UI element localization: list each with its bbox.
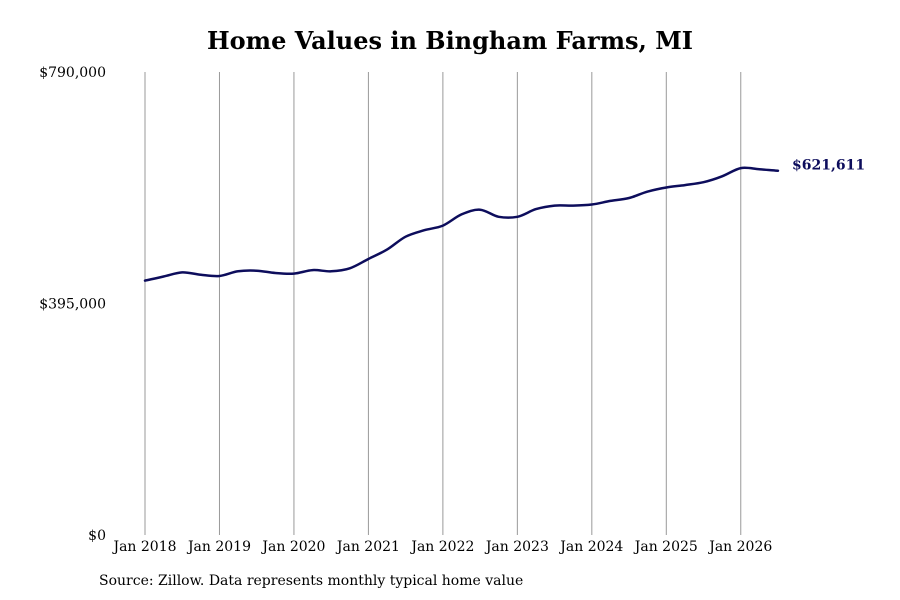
x-tick-label: Jan 2020 <box>260 539 325 555</box>
x-tick-label: Jan 2025 <box>633 539 698 555</box>
series-layer <box>143 166 780 282</box>
x-tick-label: Jan 2022 <box>409 539 474 555</box>
series-line-0 <box>143 166 780 282</box>
end-value-label: $621,611 <box>792 158 865 174</box>
gridlines <box>144 72 742 535</box>
y-axis-tick-labels: $0 $395,000 $790,000 <box>39 65 106 544</box>
x-tick-label: Jan 2024 <box>558 539 623 555</box>
chart-title: Home Values in Bingham Farms, MI <box>206 26 693 55</box>
x-tick-label: Jan 2021 <box>335 539 400 555</box>
x-tick-label: Jan 2018 <box>111 539 176 555</box>
source-note: Source: Zillow. Data represents monthly … <box>99 573 524 589</box>
x-axis-tick-labels: Jan 2018 Jan 2019 Jan 2020 Jan 2021 Jan 2022… <box>111 539 772 555</box>
data-labels: $621,611 <box>792 158 865 174</box>
x-tick-label: Jan 2023 <box>484 539 549 555</box>
y-tick-label: $395,000 <box>39 297 106 313</box>
y-tick-label: $790,000 <box>39 65 106 81</box>
x-tick-label: Jan 2026 <box>707 539 772 555</box>
x-tick-label: Jan 2019 <box>186 539 251 555</box>
y-tick-label: $0 <box>88 528 106 544</box>
